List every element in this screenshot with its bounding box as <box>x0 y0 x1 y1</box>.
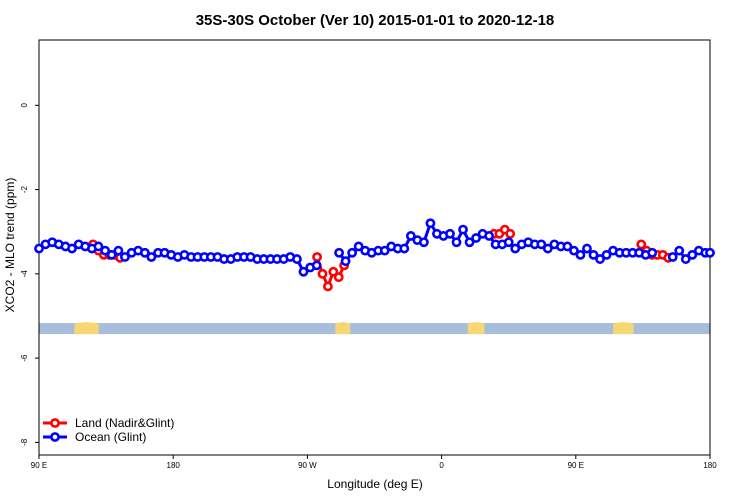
data-point <box>458 224 468 235</box>
data-point <box>601 249 612 260</box>
data-point <box>379 245 390 256</box>
data-point <box>333 272 344 283</box>
data-point <box>464 237 475 248</box>
legend-label: Ocean (Glint) <box>75 430 146 444</box>
series-ocean <box>34 218 715 277</box>
data-point <box>505 228 516 239</box>
land-segment <box>74 322 99 335</box>
data-point <box>405 231 416 241</box>
y-tick-label: 0 <box>20 103 29 108</box>
data-point <box>418 237 429 248</box>
data-point <box>451 237 462 248</box>
y-tick-label: -8 <box>20 438 29 446</box>
data-point <box>113 245 124 256</box>
data-point <box>510 243 521 254</box>
x-tick-label: 90 W <box>298 461 317 470</box>
x-tick-label: 90 E <box>31 461 47 470</box>
data-point <box>347 247 358 258</box>
data-point <box>340 256 351 267</box>
data-point <box>575 249 586 260</box>
data-point <box>311 260 322 271</box>
ocean-band <box>39 323 710 335</box>
data-point <box>146 252 157 262</box>
data-point <box>317 268 328 279</box>
y-tick-label: -2 <box>20 185 29 193</box>
land-segment <box>467 322 485 335</box>
legend-marker <box>50 418 60 428</box>
data-point <box>680 254 691 264</box>
data-point <box>471 233 481 243</box>
x-axis: 90 E 180 90 W 0 90 E 180 <box>31 455 717 470</box>
y-axis-label: XCO2 - MLO trend (ppm) <box>3 178 17 313</box>
data-point <box>120 252 130 262</box>
data-point <box>334 247 344 258</box>
data-point <box>353 241 364 252</box>
land-segment <box>335 322 351 335</box>
y-tick-label: -4 <box>20 270 29 278</box>
x-axis-label: Longitude (deg E) <box>327 477 422 491</box>
land-segment <box>613 322 634 335</box>
legend: Land (Nadir&Glint)Ocean (Glint) <box>43 416 174 444</box>
data-point <box>562 241 573 252</box>
x-tick-label: 180 <box>703 461 717 470</box>
land-ocean-strip <box>39 322 710 335</box>
data-point <box>674 245 685 256</box>
series-layer <box>34 218 715 292</box>
data-point <box>687 249 698 260</box>
data-point <box>636 239 647 250</box>
y-tick-label: -6 <box>20 354 29 362</box>
data-point <box>595 254 605 264</box>
data-point <box>323 281 333 292</box>
data-point <box>328 266 339 277</box>
data-point <box>34 243 44 254</box>
data-point <box>298 266 309 277</box>
data-point <box>569 245 579 256</box>
data-point <box>536 239 547 250</box>
data-point <box>588 249 599 260</box>
y-axis: 0 -2 -4 -6 -8 <box>20 103 39 446</box>
data-point <box>106 249 117 260</box>
data-point <box>484 231 495 241</box>
data-point <box>542 243 553 254</box>
data-point <box>93 241 104 252</box>
data-point <box>399 243 410 254</box>
legend-label: Land (Nadir&Glint) <box>75 416 174 430</box>
data-point <box>503 237 514 248</box>
data-point <box>425 218 436 229</box>
data-point <box>647 247 658 258</box>
data-point <box>67 243 77 254</box>
data-point <box>312 252 322 262</box>
legend-marker <box>50 432 60 442</box>
data-point <box>100 245 111 256</box>
x-tick-label: 90 E <box>568 461 584 470</box>
x-tick-label: 0 <box>439 461 444 470</box>
data-point <box>705 247 715 258</box>
data-point <box>667 252 678 262</box>
chart-title: 35S-30S October (Ver 10) 2015-01-01 to 2… <box>196 12 555 29</box>
x-tick-label: 180 <box>167 461 181 470</box>
data-point <box>292 254 302 264</box>
data-point <box>582 243 592 254</box>
data-point <box>445 228 455 239</box>
data-point <box>139 247 150 258</box>
